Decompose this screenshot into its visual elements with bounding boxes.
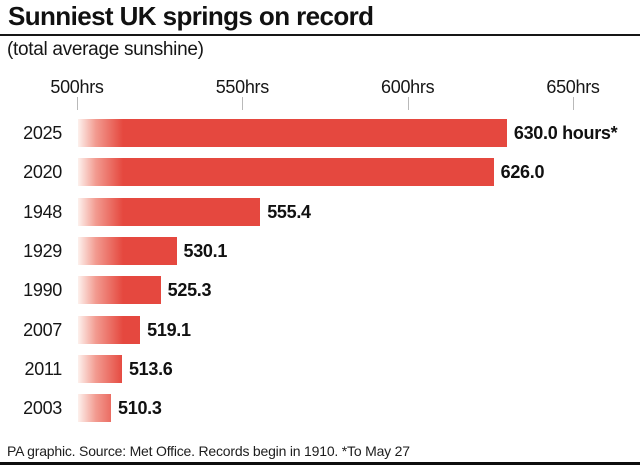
value-label: 626.0 (500, 162, 545, 183)
x-axis-tick-mark (77, 97, 78, 110)
value-label: 530.1 (183, 240, 228, 261)
year-label: 2020 (23, 162, 62, 183)
value-label: 630.0 hours* (513, 123, 618, 143)
x-axis-tick-label: 650hrs (546, 77, 600, 97)
bar (78, 276, 161, 305)
year-label: 1929 (23, 240, 62, 261)
chart-subtitle: (total average sunshine) (7, 39, 204, 60)
value-label: 555.4 (267, 201, 311, 222)
bar (78, 394, 112, 423)
bar (78, 354, 122, 383)
year-label: 2007 (23, 319, 62, 340)
value-label: 510.3 (118, 398, 162, 419)
x-axis-tick-label: 600hrs (381, 77, 435, 97)
year-label: 2011 (24, 358, 62, 379)
x-axis-tick-mark (407, 97, 409, 110)
bar (78, 119, 507, 147)
bar (78, 315, 141, 344)
year-label: 1948 (23, 201, 62, 222)
value-label: 525.3 (167, 280, 212, 301)
year-label: 2003 (23, 398, 62, 419)
bar-row: 2007 519.1 (0, 315, 640, 344)
source-note: PA graphic. Source: Met Office. Records … (7, 443, 410, 459)
bar-row: 1990 525.3 (0, 276, 640, 305)
x-axis-tick-label: 550hrs (215, 77, 270, 97)
bottom-rule (0, 462, 640, 465)
bar-row: 2011 513.6 (0, 354, 640, 383)
year-label: 2025 (23, 123, 62, 143)
bar-row: 2020 626.0 (0, 158, 640, 187)
bar-row: 1948 555.4 (0, 197, 640, 226)
page-title: Sunniest UK springs on record (8, 1, 374, 31)
year-label: 1990 (23, 280, 62, 301)
bar-row: 2003 510.3 (0, 394, 640, 423)
bar-row: 1929 530.1 (0, 236, 640, 265)
bar (78, 158, 494, 187)
value-label: 519.1 (147, 319, 191, 340)
x-axis-tick-mark (573, 97, 574, 110)
bar-row: 2025 630.0 hours* (0, 119, 640, 147)
x-axis-tick-mark (242, 97, 244, 110)
bar (78, 197, 261, 226)
x-axis-tick-label: 500hrs (50, 77, 104, 97)
value-label: 513.6 (128, 358, 173, 379)
bar (78, 236, 177, 265)
title-divider (0, 34, 640, 36)
